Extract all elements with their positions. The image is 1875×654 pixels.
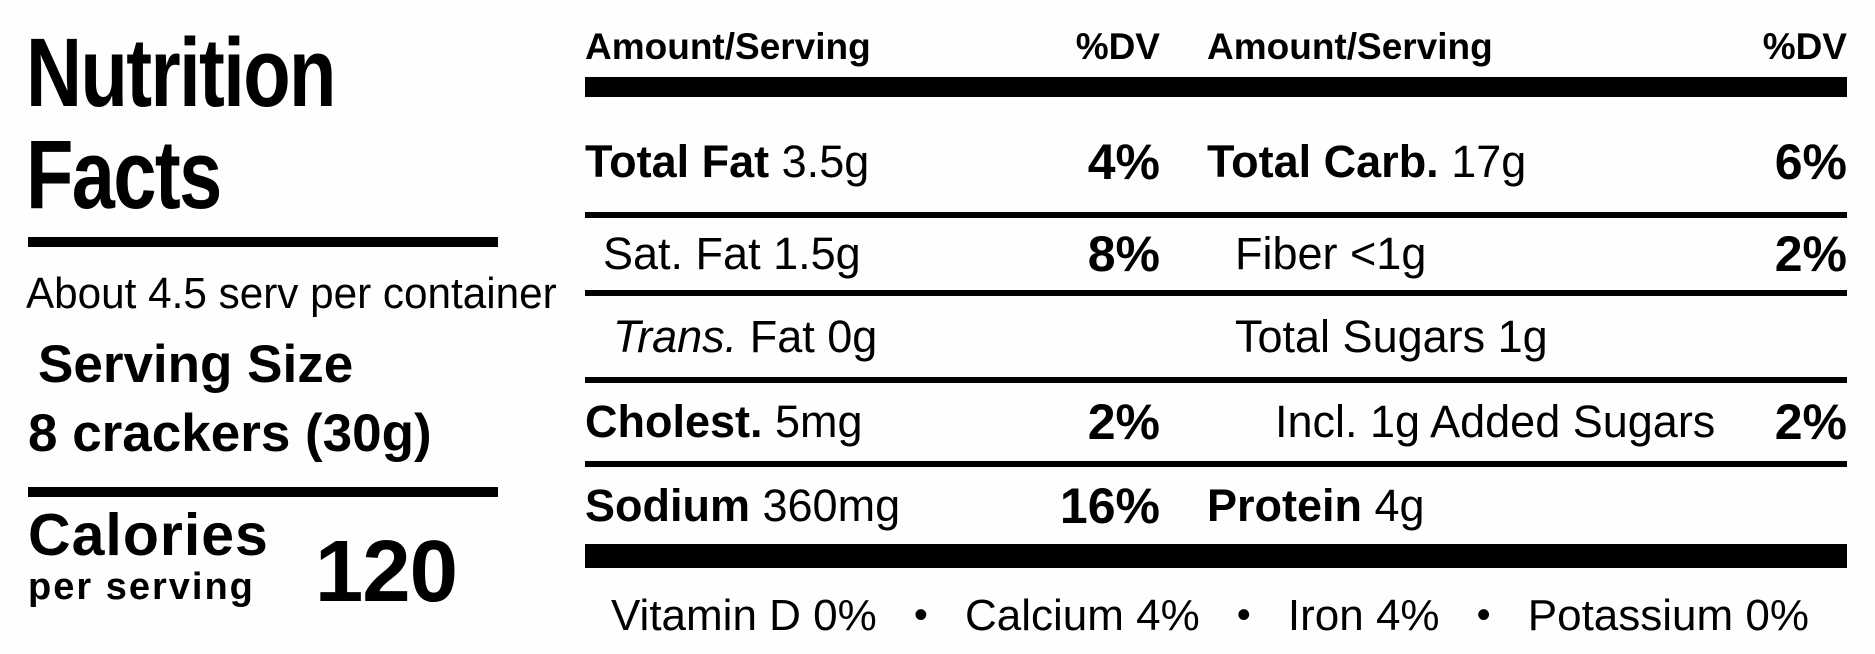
dv-value: 8% [1087,226,1160,282]
nutrient-name-italic: Trans. [613,310,738,362]
micronutrients-row: Vitamin D 0% • Calcium 4% • Iron 4% • Po… [585,568,1847,654]
calories-sublabel: per serving [28,566,255,608]
serving-size-label: Serving Size [38,335,354,394]
dv-value: 4% [1087,133,1160,190]
calories-block: Calories per serving 120 [28,506,458,620]
nutrient-amount: Sat. Fat 1.5g [603,228,861,279]
serving-size-value: 8 crackers (30g) [28,404,432,463]
nutrient-amount: 5mg [762,396,863,447]
nutrient-name: Cholest. [585,396,763,447]
nutrient-amount: Fiber <1g [1235,228,1427,279]
label-title: Nutrition Facts [26,18,336,229]
nutrient-total-fat: Total Fat 3.5g [585,136,1000,188]
divider [28,237,498,247]
nutrient-amount: 360mg [750,479,901,531]
dv-header-right: %DV [1762,26,1847,67]
nutrient-name: Total Fat [585,135,770,187]
table-row: Cholest. 5mg 2% Incl. 1g Added Sugars 2% [585,383,1847,467]
micronutrient-iron: Iron 4% [1287,590,1440,640]
nutrient-table: Amount/Serving %DV Amount/Serving %DV To… [585,0,1847,654]
nutrient-trans-fat: Trans. Fat 0g [585,311,1000,363]
nutrient-name: Total Carb. [1207,135,1439,187]
dv-value: 2% [1087,394,1160,450]
nutrient-amount: 4g [1362,479,1425,531]
bullet-separator: • [1236,593,1251,637]
micronutrient-vitamin-d: Vitamin D 0% [611,590,877,640]
table-row: Total Fat 3.5g 4% Total Carb. 17g 6% [585,97,1847,218]
calories-value: 120 [314,523,458,620]
nutrient-amount: Fat 0g [737,310,878,362]
nutrient-name: Protein [1207,479,1363,531]
nutrient-sat-fat: Sat. Fat 1.5g [585,228,1000,280]
nutrient-name: Sodium [585,479,750,531]
bullet-separator: • [1476,593,1491,637]
calories-labels: Calories per serving [28,506,269,610]
table-row: Sat. Fat 1.5g 8% Fiber <1g 2% [585,218,1847,296]
footer-bar [585,544,1847,568]
nutrient-amount: Total Sugars 1g [1235,310,1548,362]
nutrient-amount: 17g [1438,135,1527,187]
amount-serving-header-right: Amount/Serving [1207,26,1493,67]
calories-label: Calories [28,502,269,568]
table-row: Sodium 360mg 16% Protein 4g [585,467,1847,544]
dv-value: 6% [1774,133,1847,190]
serving-size: Serving Size 8 crackers (30g) [28,330,432,468]
dv-value: 2% [1774,226,1847,282]
bullet-separator: • [913,593,928,637]
header-bar [585,77,1847,97]
dv-value: 2% [1774,394,1847,450]
servings-per-container: About 4.5 serv per container [26,269,557,318]
label-title-line2: Facts [26,120,222,229]
divider [28,487,498,497]
micronutrient-potassium: Potassium 0% [1527,590,1809,640]
nutrient-amount: 3.5g [769,135,870,187]
nutrient-total-sugars: Total Sugars 1g [1207,311,1687,363]
nutrient-sodium: Sodium 360mg [585,480,1000,532]
dv-value: 16% [1059,477,1160,534]
nutrient-cholesterol: Cholest. 5mg [585,396,1000,448]
dv-header-left: %DV [1075,26,1160,67]
table-header-row: Amount/Serving %DV Amount/Serving %DV [585,0,1847,77]
nutrient-protein: Protein 4g [1207,480,1687,532]
table-row: Trans. Fat 0g Total Sugars 1g [585,296,1847,383]
amount-serving-header-left: Amount/Serving [585,26,871,67]
micronutrient-calcium: Calcium 4% [964,590,1200,640]
nutrient-added-sugars: Incl. 1g Added Sugars [1207,396,1715,448]
nutrient-fiber: Fiber <1g [1207,228,1687,280]
label-title-line1: Nutrition [26,18,336,127]
nutrient-amount: Incl. 1g Added Sugars [1275,396,1716,447]
nutrient-total-carb: Total Carb. 17g [1207,136,1687,188]
